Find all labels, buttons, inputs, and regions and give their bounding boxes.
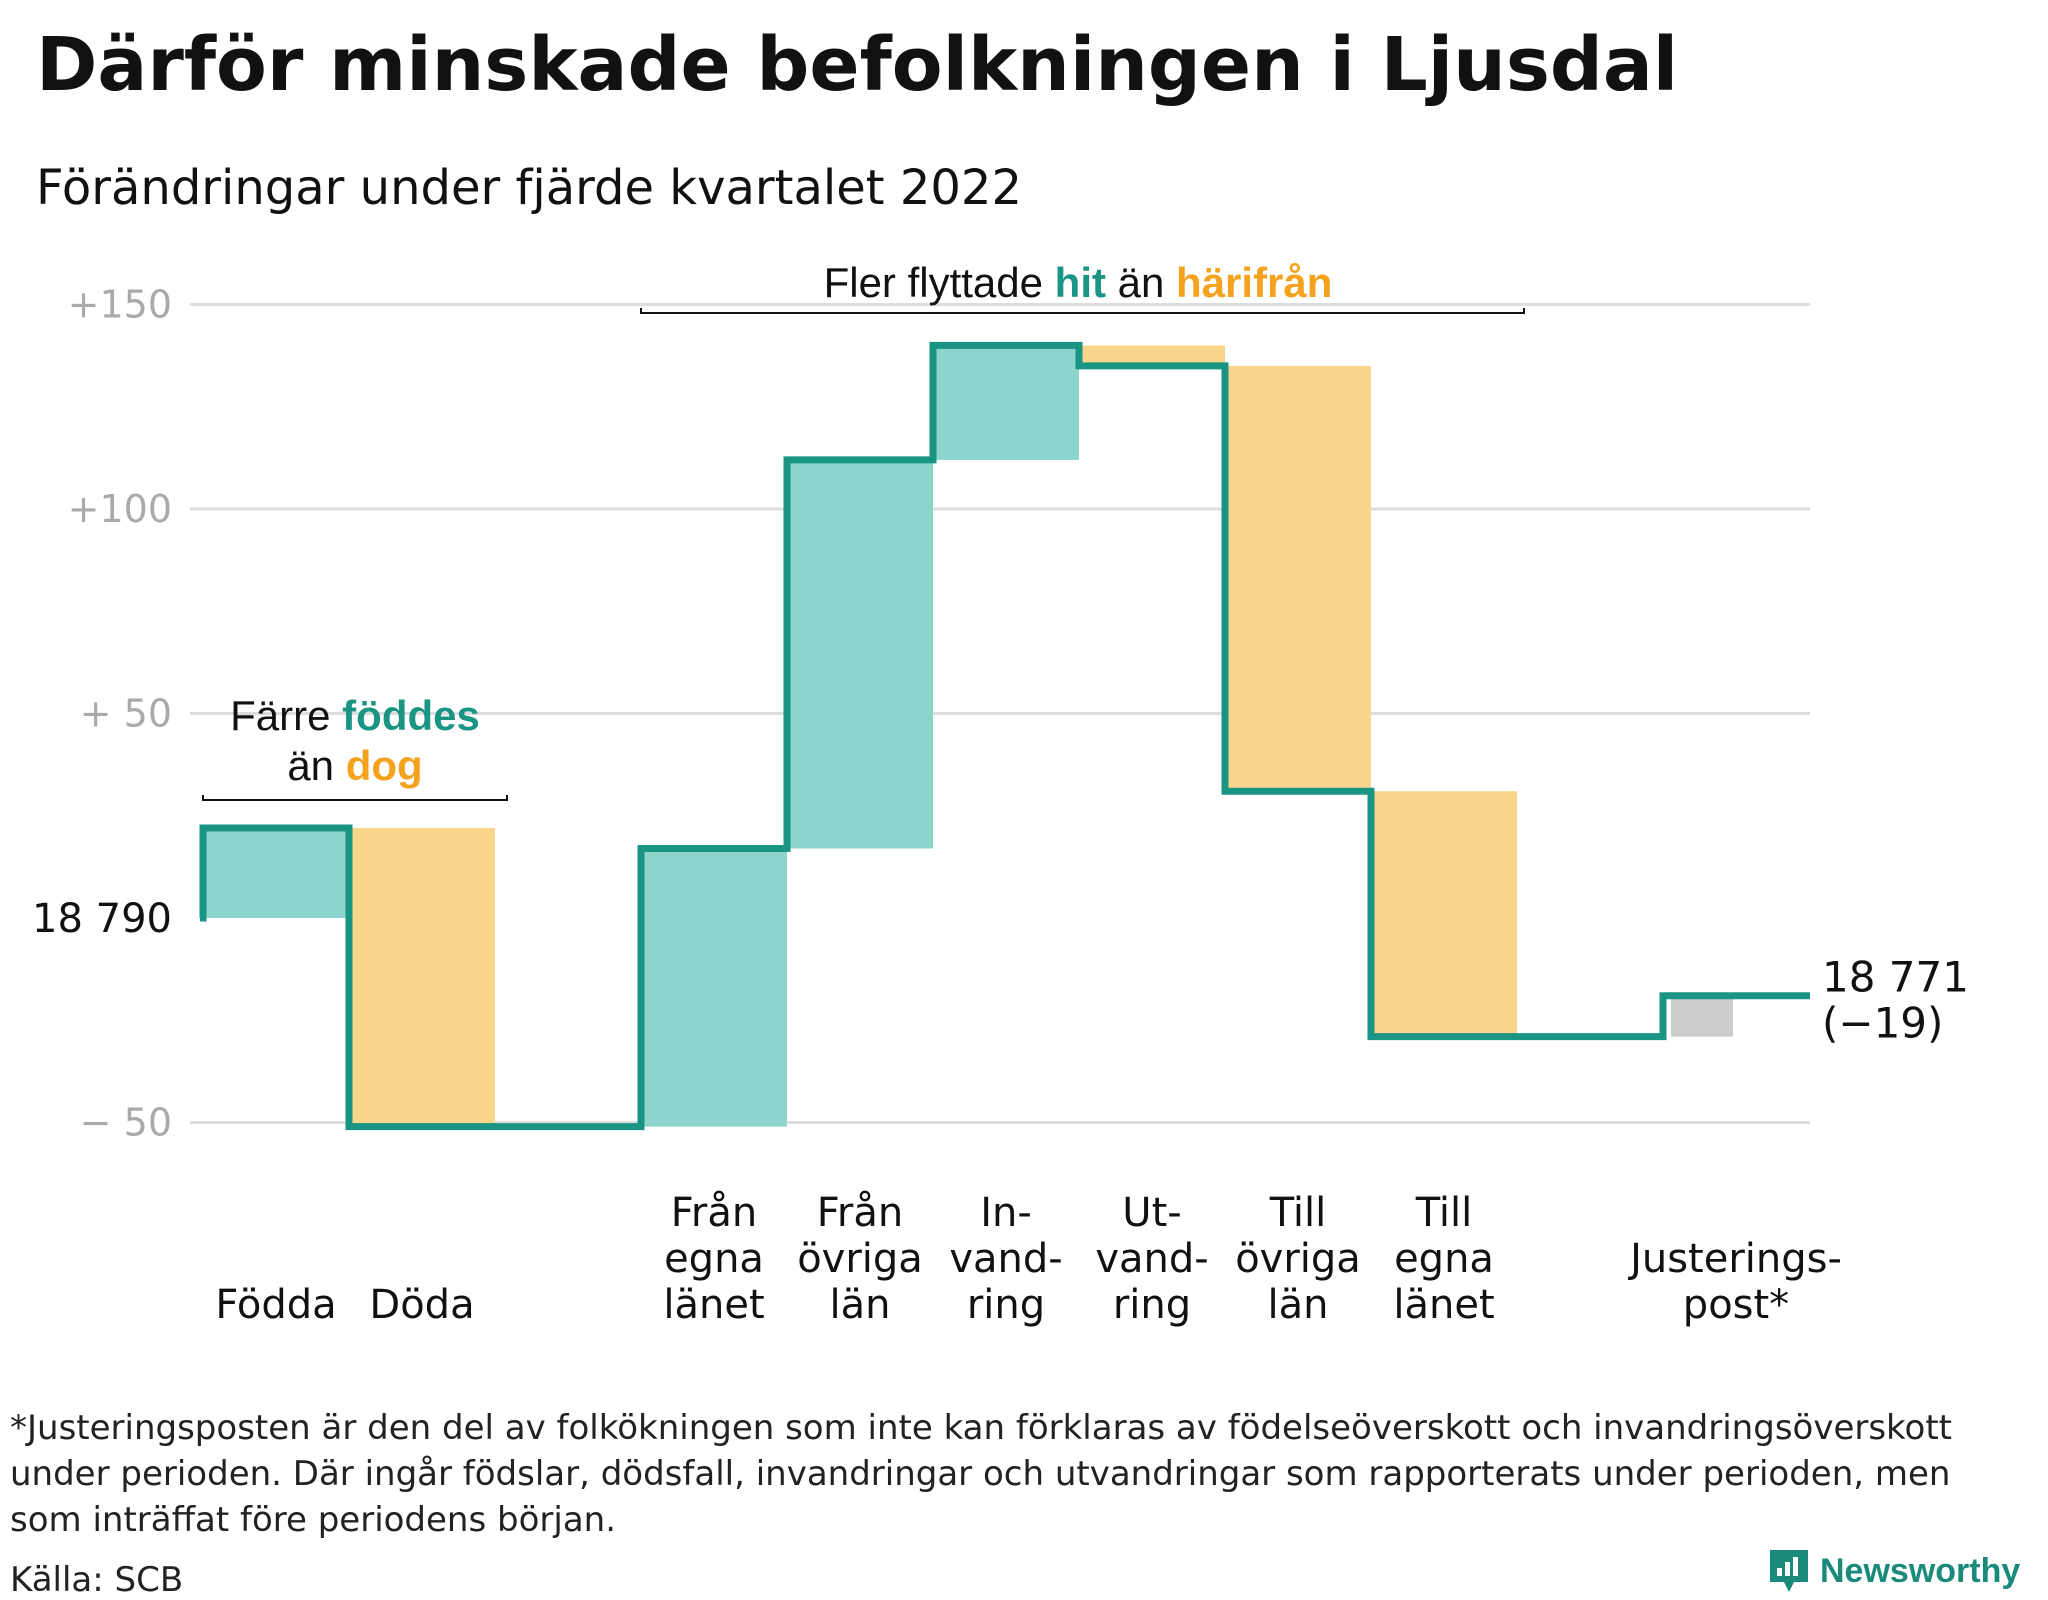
category-label: länet xyxy=(663,1282,764,1328)
category-label: egna xyxy=(664,1236,764,1282)
annotation-migration-part: härifrån xyxy=(1176,259,1332,306)
category-label: länet xyxy=(1393,1282,1494,1328)
annotation-migration-part: Fler flyttade xyxy=(824,259,1055,306)
annotation-births: Färre föddes xyxy=(230,692,480,739)
newsworthy-logo-icon xyxy=(1770,1550,1808,1592)
annotation-migration-part: hit xyxy=(1055,259,1106,306)
waterfall-bar xyxy=(641,848,787,1127)
category-label: övriga xyxy=(797,1236,923,1282)
category-label: Från xyxy=(671,1190,757,1236)
brand-name: Newsworthy xyxy=(1820,1551,2021,1590)
category-label: vand- xyxy=(949,1236,1062,1282)
annotation-births-part: Färre xyxy=(230,692,342,739)
annotation-births: än dog xyxy=(287,742,422,789)
footnote: *Justeringsposten är den del av folkökni… xyxy=(10,1408,1953,1540)
y-tick-label: − 50 xyxy=(80,1101,172,1145)
y-tick-label: +100 xyxy=(68,487,172,531)
waterfall-bar xyxy=(1225,365,1371,792)
waterfall-bar xyxy=(203,828,349,918)
category-label: Från xyxy=(817,1190,903,1236)
category-label: Till xyxy=(1269,1190,1327,1236)
source-note: Källa: SCB xyxy=(10,1560,184,1600)
category-label: post* xyxy=(1683,1282,1789,1328)
waterfall-bar xyxy=(349,828,495,1127)
category-label: Justerings- xyxy=(1627,1236,1842,1282)
waterfall-bar xyxy=(1079,345,1225,366)
step-line xyxy=(199,341,1810,1131)
category-label: vand- xyxy=(1095,1236,1208,1282)
category-label: egna xyxy=(1394,1236,1494,1282)
end-change-label: (−19) xyxy=(1822,999,1943,1048)
bars xyxy=(203,345,1733,1127)
category-label: Till xyxy=(1415,1190,1473,1236)
annotation-births-part: än xyxy=(287,742,345,789)
brand: Newsworthy xyxy=(1768,1548,2020,1594)
annotation-migration: Fler flyttade hit än härifrån xyxy=(824,259,1333,306)
waterfall-bar xyxy=(787,459,933,849)
category-label: Ut- xyxy=(1122,1190,1181,1236)
category-label: Födda xyxy=(215,1282,336,1328)
end-value-label: 18 771 xyxy=(1822,953,1969,1002)
category-label: län xyxy=(1268,1282,1329,1328)
waterfall-bar xyxy=(933,345,1079,460)
category-label: övriga xyxy=(1235,1236,1361,1282)
category-label: län xyxy=(830,1282,891,1328)
waterfall-bar xyxy=(1371,791,1517,1037)
population-step-line xyxy=(199,341,1810,1131)
start-value-label: 18 790 xyxy=(32,896,172,942)
annotation-migration-part: än xyxy=(1106,259,1176,306)
annotation-bracket xyxy=(640,308,1525,314)
waterfall-bar xyxy=(1671,995,1733,1037)
category-label: ring xyxy=(1113,1282,1191,1328)
category-label: ring xyxy=(967,1282,1045,1328)
category-label: In- xyxy=(980,1190,1032,1236)
annotation-births-part: dog xyxy=(346,742,423,789)
y-tick-label: +150 xyxy=(68,283,172,327)
category-label: Döda xyxy=(369,1282,474,1328)
chart-title: Därför minskade befolkningen i Ljusdal xyxy=(36,22,1679,108)
chart-subtitle: Förändringar under fjärde kvartalet 2022 xyxy=(36,160,1022,216)
y-tick-label: + 50 xyxy=(80,692,172,736)
annotation-births-part: föddes xyxy=(342,692,480,739)
annotation-bracket xyxy=(202,795,508,801)
